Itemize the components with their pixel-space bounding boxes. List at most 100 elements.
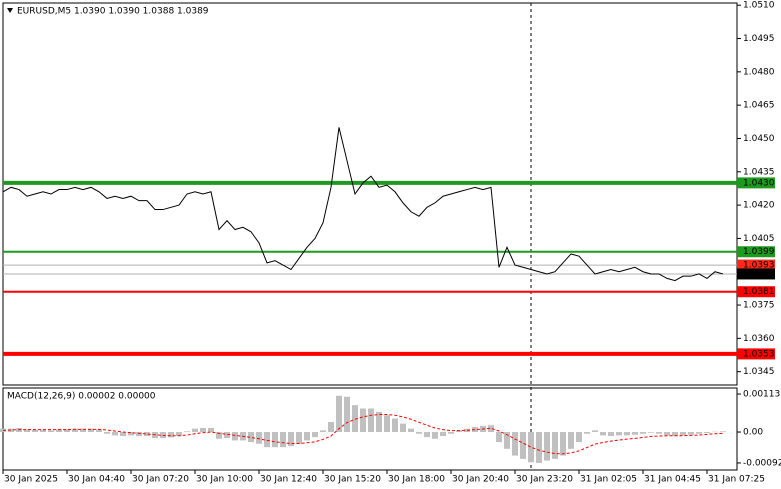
y-tick-label: 1.0435 (743, 167, 775, 177)
level-label-box (737, 246, 775, 258)
level-label-box (737, 177, 775, 189)
macd-bar (488, 425, 494, 433)
macd-bar (456, 430, 462, 433)
macd-bar (224, 432, 230, 439)
symbol-arrow (7, 8, 13, 13)
price-line (2, 127, 724, 282)
macd-bar (448, 432, 454, 434)
macd-bar (624, 432, 630, 436)
macd-bar (128, 432, 134, 436)
level-label-box (737, 348, 775, 360)
macd-bar (72, 428, 78, 433)
y-tick-label: 1.0420 (743, 201, 775, 211)
macd-bar (600, 432, 606, 436)
macd-bar (528, 432, 534, 463)
macd-bar (232, 432, 238, 441)
macd-bar (360, 408, 366, 433)
macd-bar (144, 432, 150, 437)
level-label: 1.0389 (743, 269, 775, 279)
x-tick-label: 30 Jan 07:20 (132, 475, 189, 485)
macd-bar (336, 395, 342, 433)
macd-bar (176, 432, 182, 437)
macd-bar (272, 432, 278, 448)
y-tick-label: 1.0345 (743, 367, 775, 377)
level-label: 1.0430 (743, 178, 775, 188)
macd-bar (680, 432, 686, 436)
macd-bar (168, 432, 174, 438)
macd-bar (416, 432, 422, 434)
level-label: 1.0393 (743, 261, 775, 271)
y-tick-label: 1.0465 (743, 101, 775, 111)
price-panel (2, 2, 738, 386)
macd-title: MACD(12,26,9) 0.00002 0.00000 (7, 392, 156, 402)
level-label-box (737, 259, 775, 271)
macd-bar (496, 432, 502, 443)
x-tick-label: 30 Jan 04:40 (68, 475, 125, 485)
macd-bar (616, 432, 622, 436)
macd-bar (56, 429, 62, 433)
macd-bar (312, 432, 318, 438)
y-tick-label: 1.0480 (743, 67, 775, 77)
macd-bar (328, 421, 334, 433)
macd-bar (104, 432, 110, 434)
x-tick-label: 31 Jan 07:25 (708, 475, 765, 485)
macd-bar (504, 432, 510, 449)
macd-bar (464, 428, 470, 433)
x-tick-label: 30 Jan 10:00 (196, 475, 253, 485)
macd-bar (408, 428, 414, 433)
macd-bar (280, 432, 286, 448)
macd-bar (352, 405, 358, 433)
macd-bar (640, 432, 646, 434)
macd-bar (440, 432, 446, 437)
macd-bar (384, 415, 390, 433)
macd-bar (472, 426, 478, 433)
x-tick-label: 30 Jan 2025 (4, 475, 58, 485)
macd-bar (288, 432, 294, 447)
macd-bar (344, 396, 350, 433)
x-tick-label: 30 Jan 23:20 (516, 475, 573, 485)
macd-bar (320, 430, 326, 433)
macd-bar (48, 430, 54, 433)
macd-bar (704, 432, 710, 434)
x-tick-label: 31 Jan 02:05 (580, 475, 637, 485)
macd-bar (264, 432, 270, 448)
x-tick-label: 30 Jan 12:40 (260, 475, 317, 485)
macd-bar (392, 418, 398, 433)
y-tick-label: 1.0375 (743, 301, 775, 311)
macd-bar (592, 430, 598, 433)
y-tick-label: 0.00113 (743, 390, 780, 400)
macd-bar (136, 432, 142, 437)
macd-bar (64, 429, 70, 433)
macd-bar (32, 430, 38, 433)
macd-bar (544, 432, 550, 461)
macd-bar (672, 432, 678, 437)
macd-bar (720, 431, 726, 433)
chart-title: EURUSD,M5 1.0390 1.0390 1.0388 1.0389 (17, 7, 209, 17)
y-tick-label: 0.00 (743, 428, 763, 438)
macd-bar (400, 423, 406, 433)
y-tick-label: 1.0405 (743, 234, 775, 244)
macd-bar (688, 432, 694, 435)
y-tick-label: 1.0495 (743, 34, 775, 44)
macd-bar (568, 432, 574, 449)
macd-bar (576, 432, 582, 443)
macd-bar (520, 432, 526, 459)
macd-bar (648, 432, 654, 433)
y-tick-label: -0.00092 (743, 458, 781, 468)
macd-bar (424, 432, 430, 438)
macd-bar (40, 430, 46, 433)
macd-bar (80, 428, 86, 433)
macd-bar (432, 432, 438, 439)
macd-bar (368, 408, 374, 433)
macd-bar (112, 432, 118, 436)
level-label: 1.0353 (743, 349, 775, 359)
level-label: 1.0381 (743, 287, 775, 297)
macd-bar (608, 432, 614, 437)
macd-bar (304, 432, 310, 441)
signal-line (2, 414, 724, 455)
level-label-box (737, 268, 775, 280)
macd-bar (632, 432, 638, 435)
